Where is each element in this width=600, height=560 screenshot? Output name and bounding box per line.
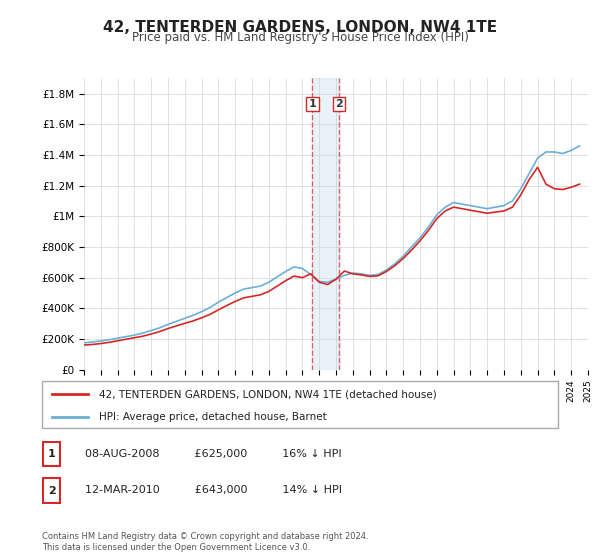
- Bar: [313, 78, 340, 370]
- FancyBboxPatch shape: [42, 381, 558, 428]
- Text: 12-MAR-2010          £643,000          14% ↓ HPI: 12-MAR-2010 £643,000 14% ↓ HPI: [78, 485, 342, 495]
- Text: Price paid vs. HM Land Registry's House Price Index (HPI): Price paid vs. HM Land Registry's House …: [131, 31, 469, 44]
- Text: 1: 1: [48, 449, 55, 459]
- Text: 08-AUG-2008          £625,000          16% ↓ HPI: 08-AUG-2008 £625,000 16% ↓ HPI: [78, 449, 341, 459]
- Text: 42, TENTERDEN GARDENS, LONDON, NW4 1TE (detached house): 42, TENTERDEN GARDENS, LONDON, NW4 1TE (…: [99, 389, 437, 399]
- Text: HPI: Average price, detached house, Barnet: HPI: Average price, detached house, Barn…: [99, 412, 326, 422]
- FancyBboxPatch shape: [43, 442, 60, 466]
- Text: 42, TENTERDEN GARDENS, LONDON, NW4 1TE: 42, TENTERDEN GARDENS, LONDON, NW4 1TE: [103, 20, 497, 35]
- Text: 2: 2: [335, 99, 343, 109]
- Text: 2: 2: [48, 486, 55, 496]
- FancyBboxPatch shape: [43, 478, 60, 503]
- Text: Contains HM Land Registry data © Crown copyright and database right 2024.
This d: Contains HM Land Registry data © Crown c…: [42, 532, 368, 552]
- Text: 1: 1: [308, 99, 316, 109]
